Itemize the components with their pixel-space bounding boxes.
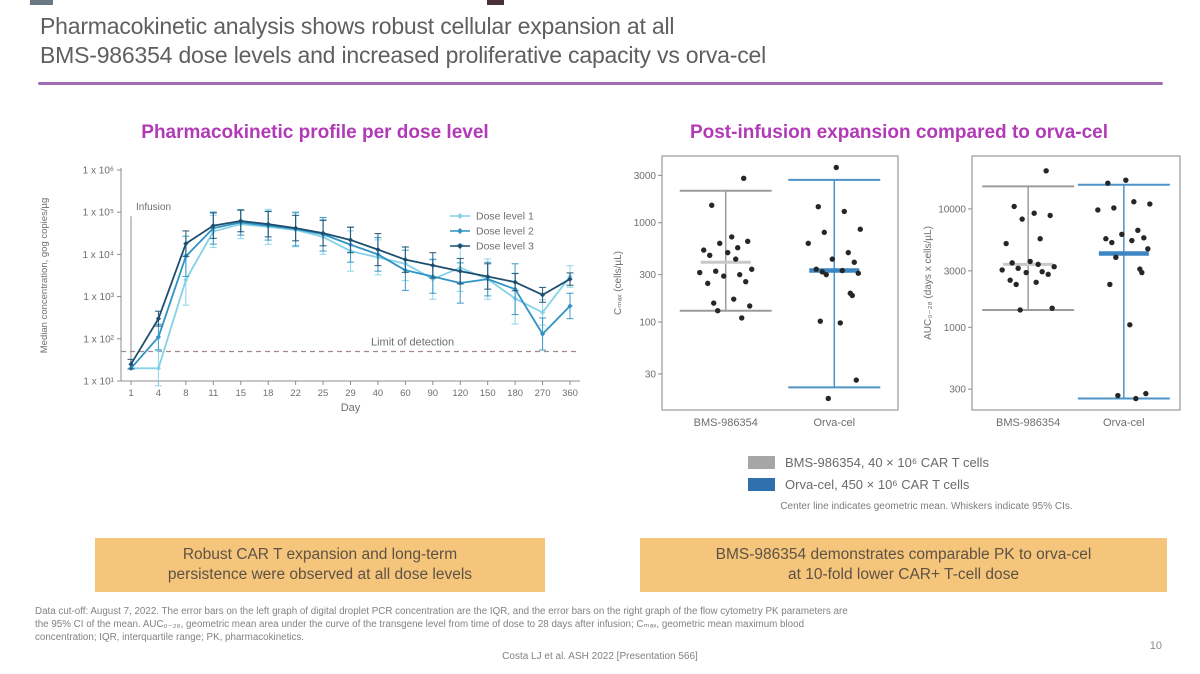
pk-line-chart: 1 x 10⁶ 1 x 10⁵ 1 x 10⁴ 1 x 10³ 1 x 10² 1 x 1… — [39, 166, 580, 414]
top-edge-artifact-left — [30, 0, 53, 5]
svg-text:8: 8 — [183, 388, 188, 399]
footnote: Data cut-off: August 7, 2022. The error … — [35, 606, 848, 644]
svg-text:10000: 10000 — [938, 204, 966, 215]
svg-text:25: 25 — [318, 388, 329, 399]
expansion-chart-title: Post-infusion expansion compared to orva… — [689, 122, 1109, 143]
svg-text:Orva-cel: Orva-cel — [813, 417, 855, 429]
svg-text:Dose level 1: Dose level 1 — [476, 211, 534, 223]
svg-text:Median concentration, gog copi: Median concentration, gog copies/µg — [39, 198, 50, 353]
svg-text:29: 29 — [345, 388, 356, 399]
expansion-section: Post-infusion expansion compared to orva… — [608, 100, 1190, 512]
orva-swatch — [748, 478, 775, 491]
cmax-scatter-chart: 3000 1000 300 100 30 Cₘₐₓ (cells/µL) BMS-98635… — [613, 155, 899, 429]
page-number: 10 — [1149, 640, 1162, 652]
svg-text:1: 1 — [128, 388, 133, 399]
slide-title: Pharmacokinetic analysis shows robust ce… — [40, 13, 767, 69]
callout-comparison-conclusion: BMS-986354 demonstrates comparable PK to… — [640, 538, 1167, 592]
svg-text:100: 100 — [639, 318, 656, 329]
svg-text:30: 30 — [645, 369, 657, 380]
svg-text:1 x 10¹: 1 x 10¹ — [83, 377, 114, 388]
svg-text:300: 300 — [639, 270, 656, 281]
bms-swatch — [748, 456, 775, 469]
svg-text:1 x 10²: 1 x 10² — [83, 334, 114, 345]
svg-text:22: 22 — [290, 388, 301, 399]
top-edge-artifact-center — [487, 0, 504, 5]
bms-legend-label: BMS-986354, 40 × 10⁶ CAR T cells — [785, 455, 989, 470]
svg-text:3000: 3000 — [944, 266, 967, 277]
scatter-note: Center line indicates geometric mean. Wh… — [780, 501, 1073, 512]
orva-legend-label: Orva-cel, 450 × 10⁶ CAR T cells — [785, 477, 970, 492]
svg-text:90: 90 — [428, 388, 439, 399]
title-divider — [38, 82, 1163, 85]
svg-text:360: 360 — [562, 388, 578, 399]
svg-text:Dose level 3: Dose level 3 — [476, 241, 534, 253]
svg-text:BMS-986354: BMS-986354 — [694, 417, 758, 429]
svg-text:1 x 10³: 1 x 10³ — [83, 292, 114, 303]
svg-text:300: 300 — [949, 385, 966, 396]
pk-profile-section: Pharmacokinetic profile per dose level 1… — [35, 100, 595, 423]
svg-text:1 x 10⁶: 1 x 10⁶ — [83, 166, 114, 177]
svg-text:Day: Day — [341, 402, 361, 414]
svg-text:AUC₀₋₂₈ (days x cells/µL): AUC₀₋₂₈ (days x cells/µL) — [923, 226, 934, 340]
auc-scatter-chart: 10000 3000 1000 300 AUC₀₋₂₈ (days x cells/µL… — [923, 155, 1181, 429]
svg-text:1000: 1000 — [634, 218, 657, 229]
svg-text:18: 18 — [263, 388, 274, 399]
svg-text:11: 11 — [208, 388, 218, 399]
callout-pk-conclusion: Robust CAR T expansion and long-term per… — [95, 538, 545, 592]
svg-text:Limit of detection: Limit of detection — [371, 337, 454, 349]
citation: Costa LJ et al. ASH 2022 [Presentation 5… — [502, 651, 698, 662]
svg-text:1000: 1000 — [944, 323, 967, 334]
svg-text:Infusion: Infusion — [136, 202, 171, 213]
svg-text:Dose level 2: Dose level 2 — [476, 226, 534, 238]
scatter-legend: BMS-986354, 40 × 10⁶ CAR T cells Orva-ce… — [748, 455, 1190, 492]
svg-text:60: 60 — [400, 388, 411, 399]
svg-text:120: 120 — [452, 388, 468, 399]
legend-row-orva: Orva-cel, 450 × 10⁶ CAR T cells — [748, 477, 1190, 492]
svg-text:3000: 3000 — [634, 171, 657, 182]
svg-text:BMS-986354: BMS-986354 — [996, 417, 1060, 429]
svg-text:Cₘₐₓ (cells/µL): Cₘₐₓ (cells/µL) — [613, 251, 624, 315]
legend-row-bms: BMS-986354, 40 × 10⁶ CAR T cells — [748, 455, 1190, 470]
scatter-panels: 3000 1000 300 100 30 Cₘₐₓ (cells/µL) BMS-98635… — [608, 148, 1190, 448]
pk-chart-title: Pharmacokinetic profile per dose level — [141, 122, 489, 143]
svg-text:1 x 10⁵: 1 x 10⁵ — [83, 208, 114, 219]
svg-text:180: 180 — [507, 388, 523, 399]
svg-text:4: 4 — [156, 388, 161, 399]
svg-text:1 x 10⁴: 1 x 10⁴ — [82, 250, 114, 261]
svg-text:150: 150 — [480, 388, 496, 399]
svg-text:270: 270 — [535, 388, 551, 399]
svg-text:Orva-cel: Orva-cel — [1103, 417, 1145, 429]
svg-text:15: 15 — [235, 388, 246, 399]
svg-text:40: 40 — [373, 388, 384, 399]
